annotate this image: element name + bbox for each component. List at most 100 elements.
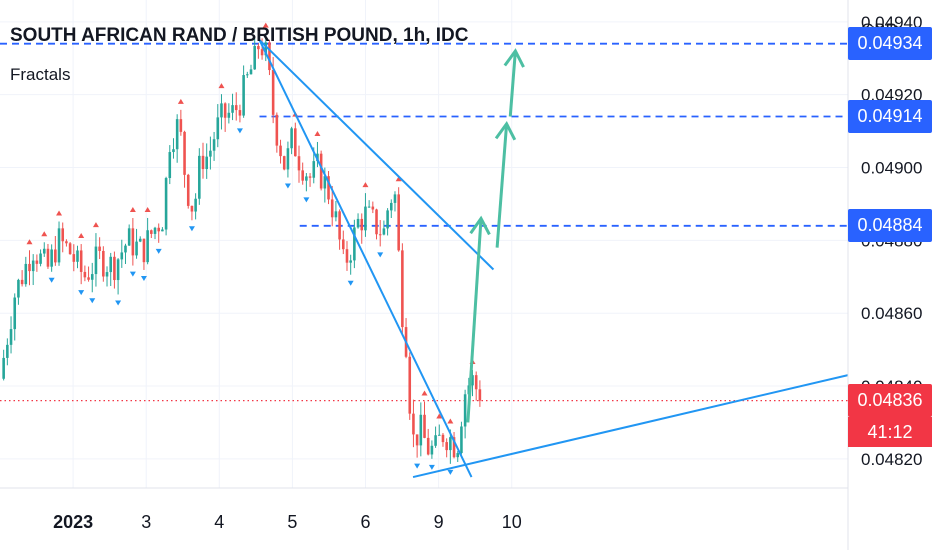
candle-body <box>437 434 441 436</box>
candle-body <box>378 234 382 236</box>
price-level-lines <box>0 42 848 402</box>
candle-body <box>98 246 101 251</box>
candle-body <box>50 249 53 267</box>
candle-body <box>449 437 452 451</box>
candle-body <box>31 260 35 272</box>
candle-body <box>164 178 168 230</box>
price-tick-label: 0.04920 <box>861 86 922 105</box>
fractal-down-marker <box>78 290 85 296</box>
candle-body <box>79 250 83 272</box>
candle-body <box>220 103 223 118</box>
candle-body <box>282 156 286 170</box>
candle-body <box>423 414 426 438</box>
candle-body <box>205 156 208 170</box>
candle-body <box>175 119 179 150</box>
candle-body <box>375 209 378 235</box>
candle-body <box>227 112 231 118</box>
candle-body <box>13 297 17 330</box>
fractal-up-marker <box>41 231 48 237</box>
candle-body <box>434 435 437 446</box>
candle-body <box>297 156 301 171</box>
chart-grid <box>0 0 848 488</box>
fractal-down-marker <box>48 277 55 283</box>
candle-body <box>28 263 31 272</box>
candle-body <box>460 426 463 454</box>
trendline <box>258 39 473 478</box>
current-price-label: 0.04836 <box>848 384 932 418</box>
candle-body <box>286 148 290 170</box>
fractal-up-marker <box>447 418 454 424</box>
fractal-up-marker <box>26 239 33 245</box>
candle-body <box>157 227 160 232</box>
candlestick-series <box>2 33 482 464</box>
candle-body <box>109 256 113 273</box>
candle-body <box>168 152 172 179</box>
fractal-down-marker <box>414 463 421 469</box>
candle-body <box>42 248 46 254</box>
candle-body <box>389 202 393 211</box>
fractal-down-marker <box>447 469 454 475</box>
candle-body <box>301 170 304 181</box>
candle-body <box>253 46 256 70</box>
candle-body <box>271 70 275 115</box>
fractal-markers <box>26 22 476 475</box>
projection-arrow-shaft <box>508 50 517 117</box>
candle-body <box>412 413 415 435</box>
candle-body <box>131 228 135 256</box>
price-label-level-low: 0.04884 <box>848 209 932 243</box>
candle-body <box>161 229 164 232</box>
candle-body <box>430 445 434 455</box>
candle-body <box>238 110 242 116</box>
candle-body <box>393 194 397 203</box>
candle-body <box>46 248 50 267</box>
candle-body <box>246 74 249 76</box>
candle-body <box>312 161 316 178</box>
fractal-down-marker <box>303 197 310 203</box>
candle-body <box>334 211 338 218</box>
candle-body <box>249 69 253 75</box>
candle-body <box>279 145 282 157</box>
candle-body <box>17 279 20 298</box>
fractal-up-marker <box>362 182 369 188</box>
candle-body <box>102 250 105 277</box>
candle-body <box>2 357 5 379</box>
time-axis: 2023 3 4 5 6 9 10 <box>0 487 848 532</box>
projection-arrow-head <box>494 120 517 141</box>
candle-body <box>57 228 61 263</box>
price-tick-label: 0.04860 <box>861 304 922 323</box>
time-tick-label: 10 <box>502 512 522 532</box>
candle-body <box>234 105 238 111</box>
candle-body <box>94 246 98 275</box>
candle-body <box>194 198 197 212</box>
candle-body <box>478 389 482 401</box>
candle-body <box>54 249 57 263</box>
candle-body <box>338 211 341 240</box>
candle-body <box>290 128 293 149</box>
candle-body <box>223 103 227 118</box>
candle-body <box>124 245 127 253</box>
candle-body <box>386 210 389 229</box>
candle-body <box>471 375 474 386</box>
candle-body <box>371 206 375 210</box>
fractal-down-marker <box>428 464 435 470</box>
candle-body <box>308 176 312 178</box>
fractal-down-marker <box>155 248 162 254</box>
fractal-down-marker <box>377 252 384 258</box>
time-tick-label: 4 <box>214 512 224 532</box>
price-label-level-mid: 0.04914 <box>848 100 932 134</box>
fractals-indicator-label[interactable]: Fractals <box>10 65 71 84</box>
price-tick-label: 0.04820 <box>861 450 922 469</box>
candle-body <box>264 42 268 56</box>
price-tick-label: 0.04900 <box>861 159 922 178</box>
fractal-up-marker <box>92 222 99 228</box>
candle-body <box>231 105 234 113</box>
candle-body <box>441 434 445 443</box>
candle-body <box>397 194 400 251</box>
candle-body <box>426 437 430 455</box>
candle-body <box>142 238 146 263</box>
candle-body <box>275 114 279 146</box>
fractal-up-marker <box>436 413 443 419</box>
candle-body <box>146 230 149 263</box>
candle-body <box>150 230 153 234</box>
